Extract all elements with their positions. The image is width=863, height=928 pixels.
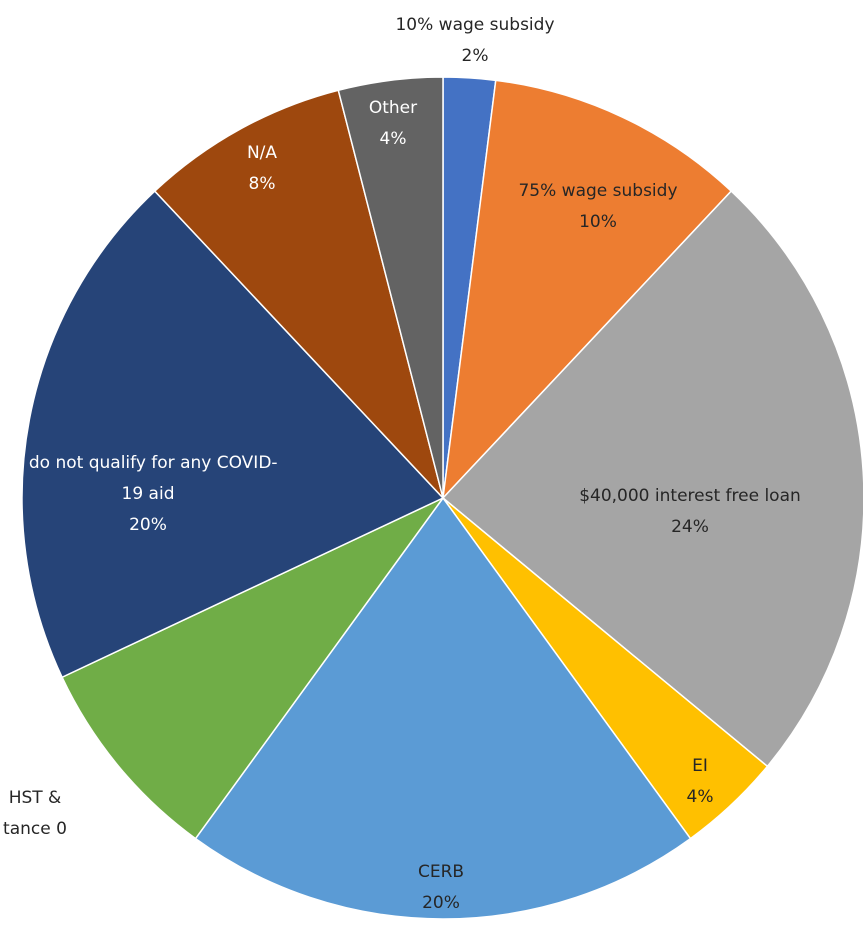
- category-label: 10% wage subsidy: [395, 15, 555, 35]
- slice-label: 75% wage subsidy 10%: [483, 176, 713, 238]
- slice-label: EI 4%: [670, 751, 730, 813]
- value-label: 2%: [461, 46, 489, 66]
- pie-slice: [194, 496, 692, 920]
- category-label: CERB: [417, 862, 465, 882]
- value-label: 20%: [422, 893, 460, 913]
- pie-slice: [441, 79, 733, 501]
- value-label: 8%: [248, 174, 276, 194]
- slice-label: I do not qualify for any COVID-19 aid 20%: [8, 448, 288, 541]
- pie-slice: [21, 190, 445, 679]
- value-label: 4%: [379, 129, 407, 149]
- pie-slice: [61, 497, 444, 840]
- slice-label: CERB 20%: [401, 857, 481, 919]
- slice-label: 10% wage subsidy 2%: [365, 10, 585, 72]
- value-label: 4%: [686, 787, 714, 807]
- category-label: I do not qualify for any COVID-19 aid: [18, 453, 278, 504]
- value-label: 20%: [129, 515, 167, 535]
- category-label: 75% wage subsidy: [518, 181, 678, 201]
- pie-slice: [153, 89, 444, 499]
- value-label: 24%: [671, 517, 709, 537]
- category-label: N/A: [246, 143, 278, 163]
- slice-label: HST & tance 0: [0, 783, 71, 845]
- category-label: HST & tance 0: [3, 788, 67, 839]
- category-label: EI: [692, 756, 708, 776]
- slice-label: N/A 8%: [232, 138, 292, 200]
- pie-slice: [441, 190, 863, 768]
- category-label: Other: [368, 98, 418, 118]
- pie-slice: [337, 76, 444, 499]
- slice-label: $40,000 interest free loan 24%: [570, 481, 810, 543]
- slice-label: Other 4%: [358, 93, 428, 155]
- value-label: 10%: [579, 212, 617, 232]
- category-label: $40,000 interest free loan: [579, 486, 801, 506]
